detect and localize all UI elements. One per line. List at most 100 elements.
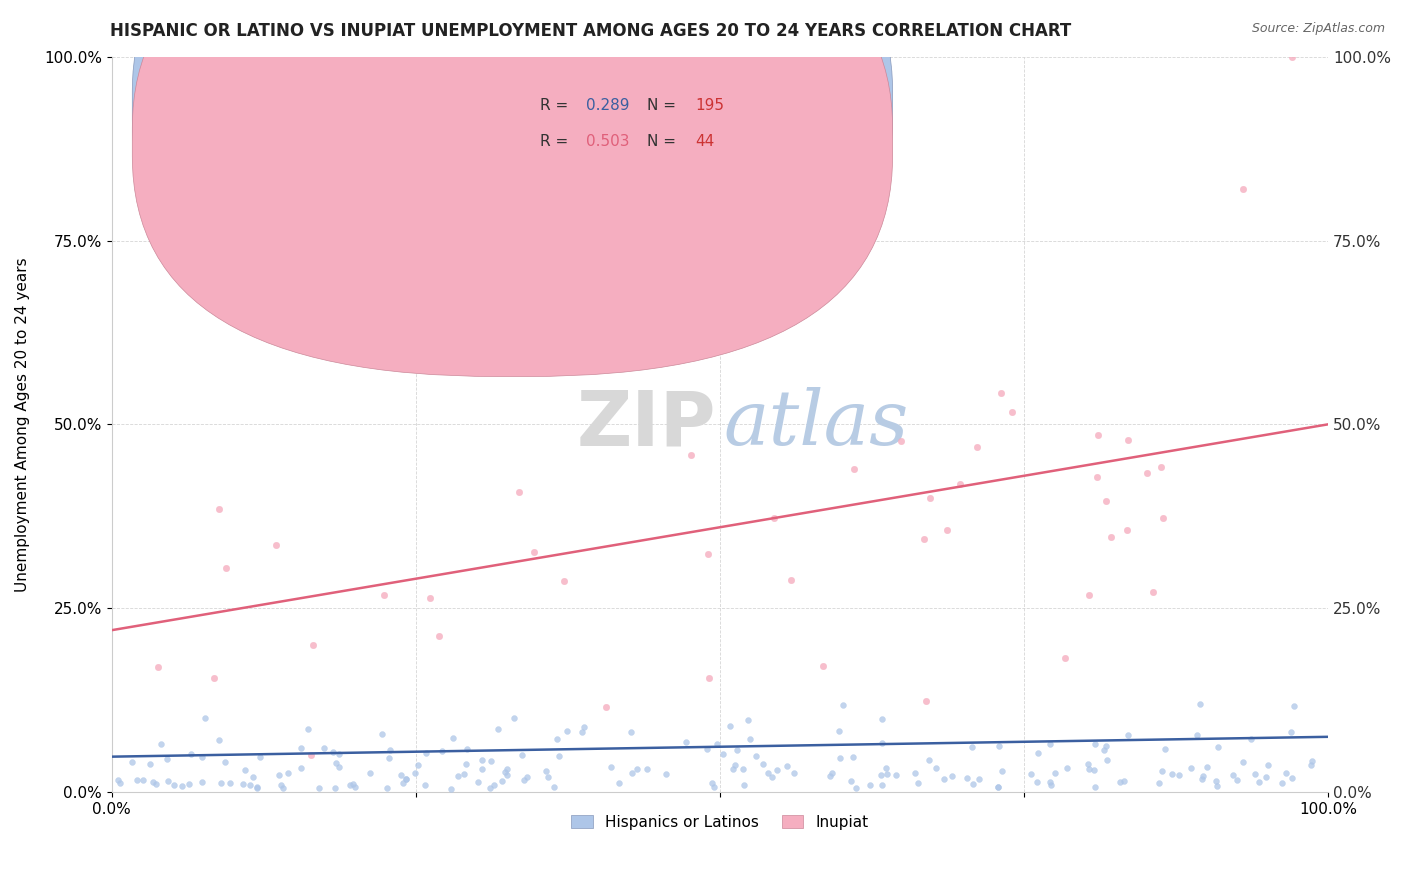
Point (395, 772, 418, 787)
Point (371, 727, 394, 741)
Point (745, 749, 768, 764)
Point (392, 776, 415, 790)
Point (986, 780, 1008, 794)
Point (1084, 738, 1107, 752)
Point (395, 772, 418, 786)
Point (962, 777, 984, 791)
Point (949, 476, 972, 491)
Point (177, 777, 200, 791)
Point (323, 780, 346, 795)
Point (655, 767, 678, 781)
Point (419, 591, 441, 605)
Point (839, 773, 862, 788)
Point (415, 746, 437, 760)
Point (706, 737, 728, 751)
Point (711, 747, 734, 761)
Text: 44: 44 (696, 135, 714, 150)
Point (828, 723, 851, 738)
Point (139, 757, 162, 772)
Point (1180, 761, 1202, 775)
Point (1040, 778, 1063, 792)
Point (1039, 737, 1062, 751)
Point (903, 765, 925, 780)
Point (912, 532, 935, 546)
Point (180, 747, 202, 761)
Point (1043, 765, 1066, 780)
Point (1191, 772, 1213, 786)
Point (503, 711, 526, 725)
Point (820, 768, 842, 782)
Legend: Hispanics or Latinos, Inupiat: Hispanics or Latinos, Inupiat (565, 808, 875, 836)
Point (312, 741, 335, 756)
Point (406, 757, 429, 772)
Point (339, 778, 361, 792)
Point (553, 574, 575, 588)
Point (1001, 405, 1024, 419)
Point (1150, 764, 1173, 779)
Point (1116, 728, 1139, 742)
Point (890, 434, 912, 448)
Point (918, 491, 941, 505)
Point (1240, 731, 1263, 746)
Point (1094, 739, 1116, 754)
Point (1232, 182, 1254, 196)
Point (1271, 776, 1294, 790)
Point (636, 763, 658, 777)
Point (1083, 763, 1105, 777)
Point (1225, 772, 1247, 787)
Point (842, 462, 865, 476)
Point (925, 761, 948, 775)
Point (626, 763, 648, 777)
Point (571, 725, 593, 739)
Point (1232, 755, 1254, 769)
Point (543, 780, 565, 795)
Point (886, 768, 908, 782)
Point (290, 741, 312, 756)
Point (125, 773, 148, 788)
Text: R =: R = (540, 135, 574, 150)
Point (1149, 459, 1171, 474)
Point (190, 750, 212, 764)
Point (574, 720, 596, 734)
Point (389, 767, 412, 781)
Point (1087, 428, 1109, 442)
Point (297, 722, 319, 736)
Point (1095, 753, 1118, 767)
Point (876, 767, 898, 781)
Point (447, 768, 470, 782)
Point (1282, 699, 1305, 714)
Point (1187, 728, 1209, 742)
Point (845, 780, 868, 795)
Point (378, 751, 401, 765)
Point (494, 765, 516, 780)
Point (831, 698, 853, 713)
Text: 0.503: 0.503 (586, 135, 630, 150)
Point (1026, 746, 1049, 760)
Point (1205, 774, 1227, 789)
Point (373, 588, 395, 602)
Point (960, 739, 983, 754)
Point (1078, 588, 1101, 602)
Point (870, 712, 893, 726)
Point (271, 780, 294, 795)
Point (239, 779, 262, 793)
Point (534, 764, 557, 778)
Point (202, 671, 225, 685)
Point (1101, 530, 1123, 544)
Point (454, 756, 477, 771)
Point (308, 781, 330, 796)
Point (496, 768, 519, 782)
Point (988, 739, 1011, 753)
Point (1167, 768, 1189, 782)
Point (131, 772, 153, 787)
Point (969, 772, 991, 787)
Point (675, 735, 697, 749)
Point (723, 758, 745, 772)
Point (783, 765, 806, 780)
Point (872, 778, 894, 792)
Point (325, 756, 347, 770)
Point (1243, 767, 1265, 781)
Point (1160, 766, 1182, 780)
Point (762, 511, 785, 525)
Point (299, 748, 322, 763)
